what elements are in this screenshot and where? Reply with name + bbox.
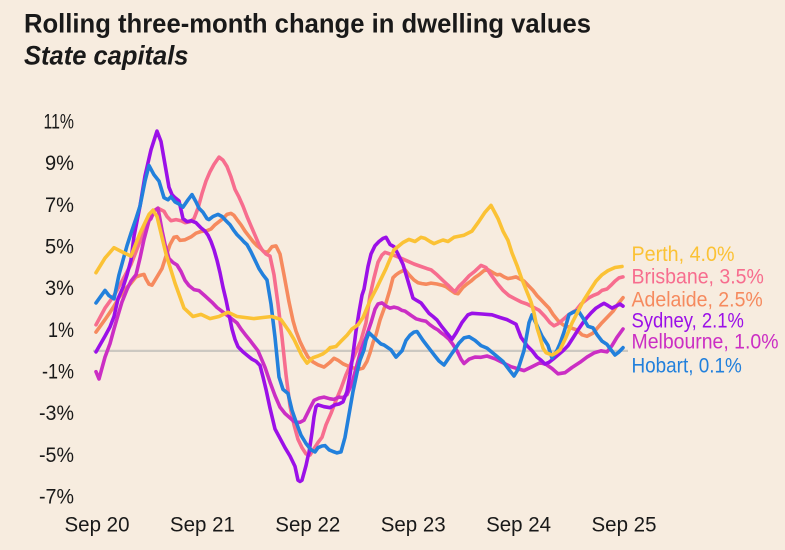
- svg-text:Melbourne, 1.0%: Melbourne, 1.0%: [632, 331, 779, 354]
- svg-text:1%: 1%: [48, 318, 74, 342]
- svg-text:7%: 7%: [45, 193, 74, 217]
- svg-text:-5%: -5%: [39, 443, 74, 467]
- svg-text:-1%: -1%: [42, 359, 74, 383]
- svg-text:5%: 5%: [45, 235, 74, 259]
- svg-text:State capitals: State capitals: [24, 41, 189, 71]
- svg-text:Hobart, 0.1%: Hobart, 0.1%: [632, 355, 742, 378]
- svg-text:Sep 24: Sep 24: [486, 513, 551, 537]
- svg-text:Sep 25: Sep 25: [592, 513, 657, 537]
- svg-text:-3%: -3%: [39, 401, 74, 425]
- svg-text:11%: 11%: [44, 110, 75, 134]
- svg-text:Sep 22: Sep 22: [275, 513, 340, 537]
- svg-text:Sydney, 2.1%: Sydney, 2.1%: [632, 310, 744, 333]
- svg-text:Perth, 4.0%: Perth, 4.0%: [632, 243, 735, 266]
- svg-text:Sep 21: Sep 21: [170, 513, 235, 537]
- svg-text:Rolling three-month change in: Rolling three-month change in dwelling v…: [24, 9, 591, 39]
- svg-text:Brisbane, 3.5%: Brisbane, 3.5%: [632, 266, 764, 289]
- svg-text:Sep 23: Sep 23: [381, 513, 446, 537]
- svg-text:9%: 9%: [45, 151, 74, 175]
- svg-text:3%: 3%: [45, 276, 74, 300]
- svg-text:-7%: -7%: [39, 484, 74, 508]
- svg-text:Sep 20: Sep 20: [65, 513, 130, 537]
- svg-text:Adelaide, 2.5%: Adelaide, 2.5%: [632, 289, 763, 312]
